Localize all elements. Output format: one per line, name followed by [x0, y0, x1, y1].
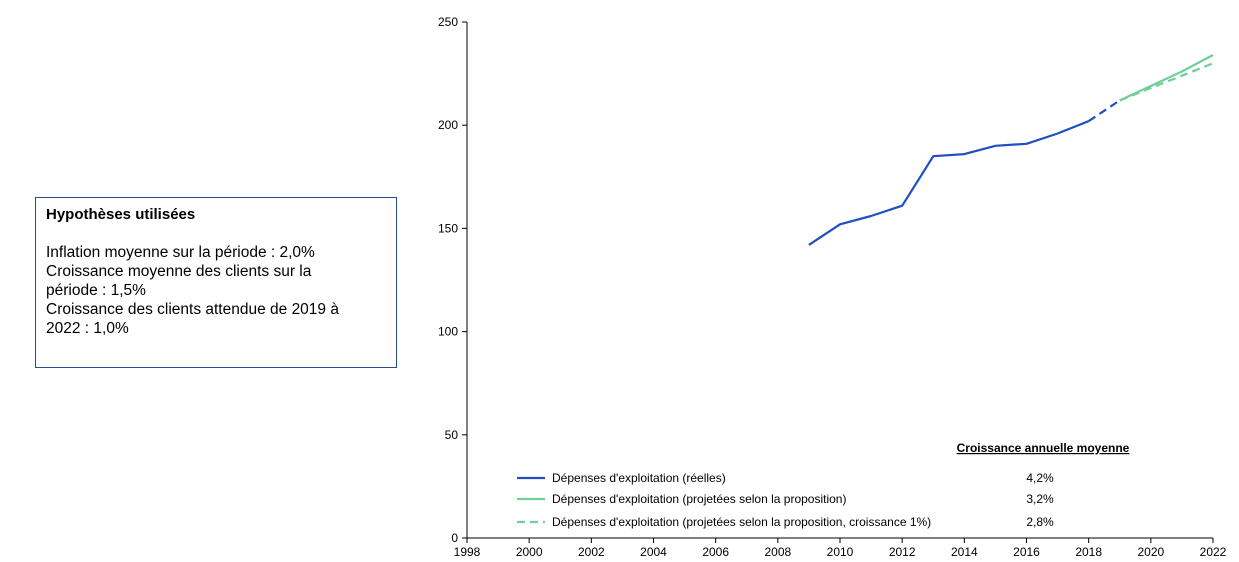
- series-line: [808, 120, 1090, 246]
- y-tick-label: 150: [438, 221, 458, 235]
- growth-value: 4,2%: [1026, 471, 1054, 485]
- chart-axes: 0 50 100 150 200 250 1998 2000 2002 2004 2006 2008 2…: [438, 15, 1227, 559]
- assumption-line: Croissance des clients attendue de 2019 …: [46, 301, 339, 318]
- x-tick-label: 2004: [640, 545, 667, 559]
- assumptions-title: Hypothèses utilisées: [46, 206, 196, 223]
- y-tick-label: 0: [451, 531, 458, 545]
- x-tick-label: 2016: [1013, 545, 1040, 559]
- series-line: [1119, 62, 1214, 102]
- assumption-line: 2022 : 1,0%: [46, 320, 129, 337]
- growth-value: 3,2%: [1026, 492, 1054, 506]
- assumption-line: Croissance moyenne des clients sur la: [46, 263, 312, 280]
- chart-legend: Croissance annuelle moyenne Dépenses d'ex…: [517, 441, 1130, 529]
- x-tick-label: 2018: [1075, 545, 1102, 559]
- assumption-line: période : 1,5%: [46, 282, 146, 299]
- legend-label: Dépenses d'exploitation (réelles): [552, 471, 726, 485]
- assumption-line: Inflation moyenne sur la période : 2,0%: [46, 244, 315, 261]
- y-tick-label: 200: [438, 118, 458, 132]
- x-tick-label: 1998: [454, 545, 481, 559]
- x-tick-label: 2000: [516, 545, 543, 559]
- series-line: [1088, 99, 1121, 123]
- growth-value: 2,8%: [1026, 515, 1054, 529]
- x-tick-label: 2012: [889, 545, 916, 559]
- x-tick-label: 2008: [764, 545, 791, 559]
- y-tick-label: 50: [445, 428, 459, 442]
- x-tick-label: 2010: [827, 545, 854, 559]
- x-tick-label: 2014: [951, 545, 978, 559]
- x-tick-label: 2002: [578, 545, 605, 559]
- growth-table-title: Croissance annuelle moyenne: [957, 441, 1130, 455]
- y-tick-label: 250: [438, 15, 458, 29]
- assumptions-box: Hypothèses utilisées Inflation moyenne s…: [35, 197, 397, 368]
- x-tick-label: 2022: [1200, 545, 1227, 559]
- x-tick-label: 2006: [702, 545, 729, 559]
- legend-label: Dépenses d'exploitation (projetées selon…: [552, 492, 846, 506]
- chart-series: [808, 54, 1214, 246]
- x-tick-label: 2020: [1137, 545, 1164, 559]
- series-line: [1119, 54, 1214, 102]
- legend-label: Dépenses d'exploitation (projetées selon…: [552, 515, 931, 529]
- y-tick-label: 100: [438, 325, 458, 339]
